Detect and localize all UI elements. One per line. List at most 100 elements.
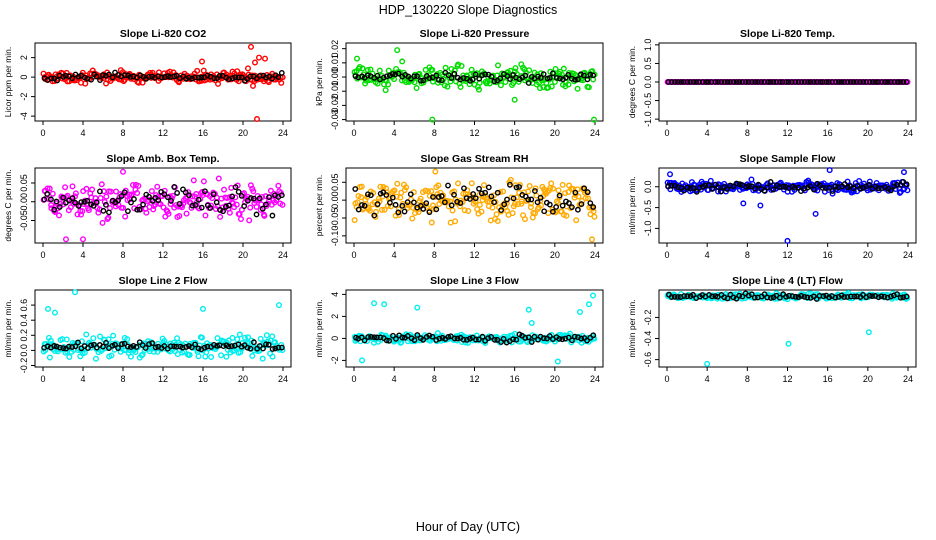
mean-point xyxy=(553,204,560,210)
x-tick-label: 12 xyxy=(782,250,792,260)
outlier-point xyxy=(399,58,406,65)
data-point xyxy=(167,201,174,208)
data-point xyxy=(250,188,257,195)
data-point xyxy=(512,65,519,72)
mean-point xyxy=(395,70,402,77)
series-points xyxy=(664,167,911,244)
mean-point xyxy=(832,294,839,301)
outlier-point xyxy=(812,210,819,217)
mean-point xyxy=(813,296,820,302)
mean-point xyxy=(730,79,737,85)
x-tick-label: 12 xyxy=(158,374,168,384)
mean-point xyxy=(857,79,863,85)
x-tick-label: 4 xyxy=(80,128,85,138)
mean-point xyxy=(826,294,833,301)
outlier-point xyxy=(528,320,535,327)
data-point xyxy=(562,190,569,197)
data-point xyxy=(364,66,371,73)
mean-point xyxy=(48,75,55,82)
mean-point xyxy=(383,337,390,344)
mean-point xyxy=(705,79,712,85)
data-point xyxy=(120,204,127,211)
data-point xyxy=(82,80,89,87)
mean-point xyxy=(587,200,594,207)
mean-point xyxy=(875,185,882,192)
data-point xyxy=(382,87,389,94)
outlier-point xyxy=(589,292,596,299)
x-tick-label: 4 xyxy=(705,128,710,138)
mean-point xyxy=(540,335,547,342)
mean-point xyxy=(546,201,553,208)
data-point xyxy=(585,84,592,91)
panel-title: Slope Li-820 Temp. xyxy=(740,28,835,40)
mean-point xyxy=(894,291,900,298)
mean-point xyxy=(426,209,433,216)
mean-point xyxy=(404,199,411,206)
series-points xyxy=(351,168,598,243)
mean-point xyxy=(556,335,563,342)
mean-point xyxy=(841,79,848,85)
x-tick-label: 12 xyxy=(158,128,168,138)
x-tick-label: 4 xyxy=(392,374,397,384)
figure-title: HDP_130220 Slope Diagnostics xyxy=(379,3,558,17)
mean-point xyxy=(272,345,279,352)
mean-point xyxy=(125,208,131,215)
data-point xyxy=(257,335,264,342)
y-axis-label: ml/min per min. xyxy=(314,299,324,357)
panel-title: Slope Gas Stream RH xyxy=(421,153,529,165)
data-point xyxy=(444,83,451,90)
y-tick-label: 4 xyxy=(330,292,340,297)
x-tick-label: 4 xyxy=(392,128,397,138)
mean-point xyxy=(903,181,910,188)
data-point xyxy=(374,80,381,87)
mean-point xyxy=(60,194,67,201)
data-point xyxy=(409,215,416,222)
panel-4: Slope Amb. Box Temp. degrees C per min. 0 4… xyxy=(3,153,292,260)
mean-point xyxy=(684,79,691,85)
mean-point xyxy=(399,334,406,341)
mean-point xyxy=(146,341,152,348)
mean-point xyxy=(491,199,498,206)
mean-point xyxy=(51,206,58,213)
mean-point xyxy=(789,293,796,300)
mean-point xyxy=(225,202,232,209)
y-axis-label: degrees C per min. xyxy=(3,169,13,241)
data-point xyxy=(394,180,401,187)
data-point xyxy=(99,219,106,226)
mean-point xyxy=(549,208,556,215)
mean-point xyxy=(819,184,826,191)
outlier-point xyxy=(900,169,907,176)
mean-point xyxy=(365,191,371,198)
x-tick-label: 0 xyxy=(40,374,45,384)
data-point xyxy=(226,209,233,216)
mean-point xyxy=(491,336,498,343)
x-tick-label: 16 xyxy=(510,128,520,138)
mean-point xyxy=(587,71,594,78)
mean-point xyxy=(668,182,675,189)
mean-point xyxy=(383,73,390,80)
mean-point xyxy=(798,293,805,299)
series-points xyxy=(664,290,911,367)
mean-point xyxy=(439,77,445,84)
data-point xyxy=(582,195,589,202)
y-tick-label: 0.0 xyxy=(19,344,29,357)
data-point xyxy=(259,355,266,362)
data-point xyxy=(278,79,285,86)
mean-point xyxy=(103,339,109,346)
mean-point xyxy=(109,74,116,81)
y-tick-label: -2 xyxy=(330,356,340,364)
mean-point xyxy=(213,199,220,206)
mean-point xyxy=(675,79,681,85)
mean-point xyxy=(69,195,76,202)
data-point xyxy=(413,85,420,92)
data-point xyxy=(103,193,110,200)
mean-point xyxy=(854,293,860,300)
mean-point xyxy=(100,72,106,79)
mean-point xyxy=(724,295,731,302)
data-point xyxy=(108,352,115,359)
mean-point xyxy=(383,192,390,198)
x-tick-label: 12 xyxy=(469,374,479,384)
data-point xyxy=(143,209,150,216)
mean-point xyxy=(399,202,406,209)
mean-point xyxy=(770,186,777,193)
